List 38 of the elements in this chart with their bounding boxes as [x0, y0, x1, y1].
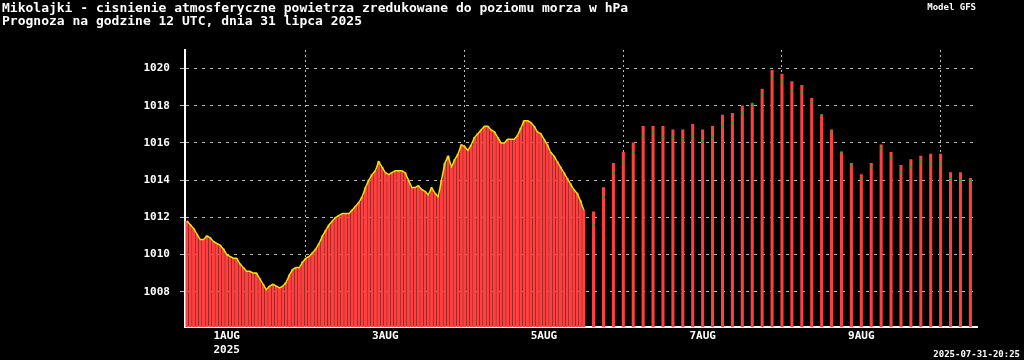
point: [949, 177, 952, 180]
point: [691, 134, 694, 137]
y-tick-label: 1016: [143, 135, 171, 149]
chart-title: Mikolajki - cisnienie atmosferyczne powietrza zredukowane do poziomu morza w hPa: [2, 0, 629, 15]
point: [860, 177, 863, 180]
x-tick-label: 3AUG: [372, 329, 399, 343]
x-tick-label: 1AUG 2025: [213, 329, 241, 356]
point: [959, 179, 962, 182]
point: [661, 136, 665, 139]
y-tick-label: 1018: [143, 98, 170, 112]
y-tick-label: 1012: [143, 210, 170, 224]
point: [939, 162, 942, 165]
point: [870, 166, 873, 169]
text: Model GFS: [927, 2, 976, 12]
y-tick-label: 1008: [143, 284, 170, 298]
point: [711, 136, 714, 139]
x-tick-label: 5AUG: [530, 329, 558, 343]
point: [909, 166, 912, 169]
point: [810, 100, 813, 104]
point: [751, 102, 754, 105]
point: [880, 147, 883, 150]
point: [890, 156, 893, 159]
x-tick-label: 7AUG: [689, 329, 717, 343]
point: [721, 125, 724, 128]
point: [840, 151, 843, 154]
y-tick-label: 1020: [143, 61, 170, 75]
point: [602, 195, 605, 198]
point: [622, 160, 625, 163]
point: [850, 164, 853, 167]
x-tick-label: 9AUG: [848, 329, 875, 343]
point: [790, 89, 793, 92]
y-tick-label: 1010: [143, 247, 170, 261]
point: [642, 134, 645, 137]
y-tick-label: 1014: [143, 172, 171, 186]
point: [830, 130, 833, 133]
point: [919, 160, 922, 163]
text: 2025-07-31-20:25: [933, 349, 1020, 359]
point: [731, 121, 734, 124]
